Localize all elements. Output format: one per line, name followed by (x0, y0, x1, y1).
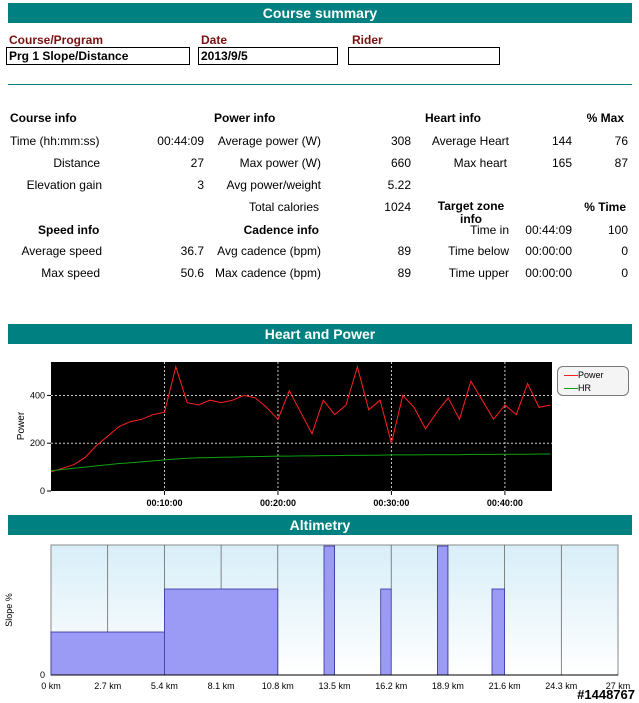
hr-series-line (50, 453, 551, 472)
alt-x-tick-label: 10.8 km (262, 681, 294, 691)
max-heart-pct: 87 (614, 156, 628, 170)
distance-value: 27 (190, 156, 204, 170)
altimetry-chart: 0 km 2.7 km 5.4 km 8.1 km 10.8 km 13.5 km 16.2… (4, 544, 631, 691)
heart-power-title: Heart and Power (8, 324, 632, 344)
slope-bar (323, 545, 335, 676)
average-heart-label: Average Heart (431, 134, 509, 148)
power-series-line (50, 364, 551, 473)
max-speed-value: 50.6 (180, 266, 204, 280)
time-in-value: 00:44:09 (525, 223, 572, 237)
alt-x-tick-label: 27 km (606, 681, 631, 691)
max-power-value: 660 (390, 156, 411, 170)
average-speed-value: 36.7 (180, 244, 204, 258)
heart-power-legend: Power HR (557, 366, 629, 396)
section-divider (8, 84, 632, 85)
altimetry-title: Altimetry (8, 515, 632, 535)
max-heart-value: 165 (551, 156, 572, 170)
alt-x-tick-label: 16.2 km (375, 681, 407, 691)
date-field[interactable]: 2013/9/5 (198, 47, 338, 65)
slope-bar (380, 588, 392, 676)
distance-label: Distance (53, 156, 100, 170)
target-zone-pct-heading: % Time (584, 200, 626, 214)
hp-x-tick-label: 00:30:00 (373, 498, 409, 508)
rider-label: Rider (352, 33, 383, 47)
time-value: 00:44:09 (157, 134, 204, 148)
hp-x-tick-label: 00:40:00 (487, 498, 523, 508)
slope-bar (491, 588, 506, 676)
average-power-label: Average power (W) (217, 134, 321, 148)
heart-pct-heading: % Max (586, 111, 624, 125)
average-heart-value: 144 (551, 134, 572, 148)
max-speed-label: Max speed (41, 266, 100, 280)
total-calories-value: 1024 (384, 200, 411, 214)
alt-x-tick-label: 21.6 km (489, 681, 521, 691)
power-legend-swatch (564, 375, 578, 376)
slope-bar (50, 631, 165, 676)
avg-cadence-label: Avg cadence (bpm) (217, 244, 321, 258)
slope-zero-tick: 0 (40, 670, 45, 680)
watermark: #1448767 (577, 687, 635, 702)
course-field[interactable]: Prg 1 Slope/Distance (6, 47, 190, 65)
time-label: Time (hh:mm:ss) (10, 134, 100, 148)
hp-x-tick-label: 00:10:00 (146, 498, 182, 508)
elevation-gain-label: Elevation gain (26, 178, 102, 192)
slope-bar (436, 545, 449, 676)
alt-x-tick-label: 8.1 km (208, 681, 235, 691)
power-weight-label: Avg power/weight (226, 178, 322, 192)
alt-x-tick-label: 2.7 km (94, 681, 121, 691)
average-heart-pct: 76 (614, 134, 628, 148)
heart-power-plot-area (51, 362, 552, 491)
max-heart-label: Max heart (453, 156, 507, 170)
average-speed-label: Average speed (21, 244, 102, 258)
course-label: Course/Program (9, 33, 104, 47)
heart-info-heading: Heart info (425, 111, 482, 125)
elevation-gain-value: 3 (197, 178, 204, 192)
time-upper-pct: 0 (621, 266, 628, 280)
alt-x-tick-label: 13.5 km (318, 681, 350, 691)
average-power-value: 308 (390, 134, 411, 148)
alt-x-tick-label: 0 km (41, 681, 61, 691)
cadence-info-heading: Cadence info (243, 223, 319, 237)
total-calories-label: Total calories (248, 200, 319, 214)
max-power-label: Max power (W) (239, 156, 321, 170)
power-weight-value: 5.22 (387, 178, 411, 192)
max-cadence-value: 89 (397, 266, 411, 280)
course-summary-title: Course summary (8, 3, 632, 23)
slope-bar (163, 588, 279, 676)
time-in-label: Time in (470, 223, 509, 237)
hp-y-tick-label: 400 (30, 390, 45, 400)
power-legend-label: Power (578, 370, 604, 380)
rider-field[interactable] (348, 47, 500, 65)
alt-x-tick-label: 5.4 km (151, 681, 178, 691)
time-below-label: Time below (448, 244, 509, 258)
hp-x-tick-label: 00:20:00 (260, 498, 296, 508)
time-upper-value: 00:00:00 (525, 266, 572, 280)
time-in-pct: 100 (607, 223, 628, 237)
date-label: Date (201, 33, 228, 47)
hr-legend-label: HR (578, 383, 591, 393)
speed-info-heading: Speed info (38, 223, 100, 237)
alt-x-tick-label: 18.9 km (432, 681, 464, 691)
target-zone-heading: Target zone info (437, 199, 505, 226)
max-cadence-label: Max cadence (bpm) (214, 266, 321, 280)
time-upper-label: Time upper (448, 266, 509, 280)
power-info-heading: Power info (214, 111, 276, 125)
hp-y-tick-label: 200 (30, 438, 45, 448)
hp-y-tick-label: 0 (40, 486, 45, 496)
time-below-value: 00:00:00 (525, 244, 572, 258)
power-axis-label: Power (16, 411, 27, 440)
alt-x-tick-label: 24.3 km (545, 681, 577, 691)
course-info-heading: Course info (10, 111, 77, 125)
time-below-pct: 0 (621, 244, 628, 258)
hr-legend-swatch (564, 388, 578, 389)
slope-axis-label: Slope % (4, 593, 14, 627)
avg-cadence-value: 89 (397, 244, 411, 258)
